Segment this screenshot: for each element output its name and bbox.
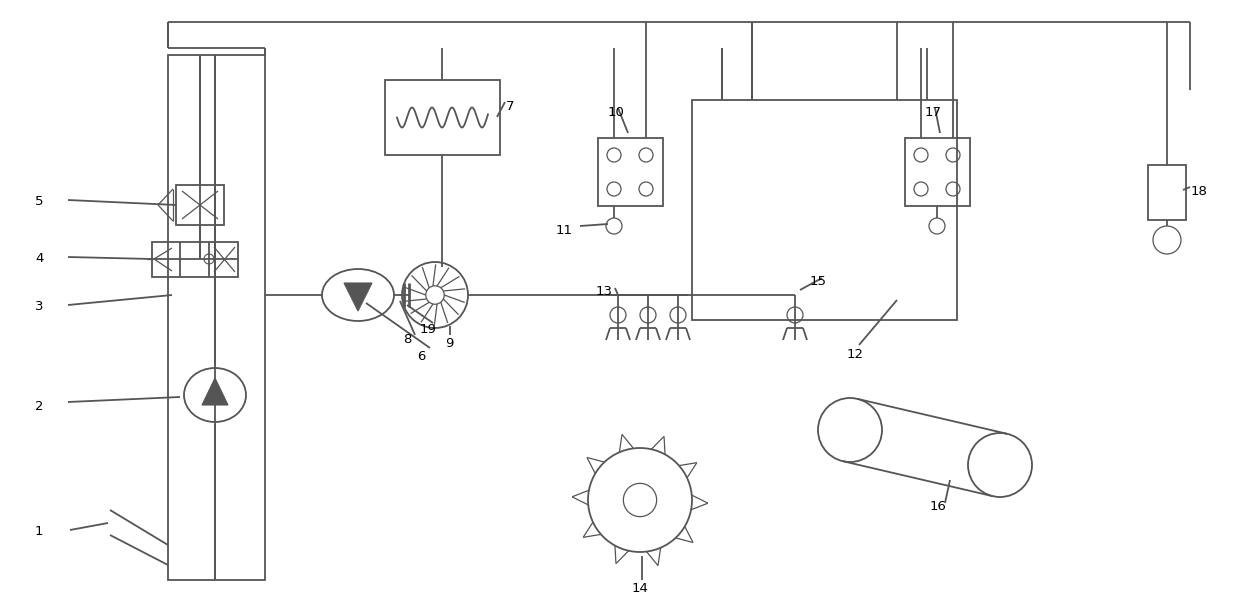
Text: 18: 18 xyxy=(1190,185,1208,198)
Bar xyxy=(167,55,265,580)
Bar xyxy=(1148,165,1185,220)
Text: 4: 4 xyxy=(35,252,43,265)
Bar xyxy=(176,185,224,225)
Text: 19: 19 xyxy=(420,323,436,336)
Text: 8: 8 xyxy=(403,333,412,346)
Polygon shape xyxy=(343,283,372,311)
Text: 10: 10 xyxy=(608,106,625,119)
Text: 17: 17 xyxy=(925,106,942,119)
Text: 11: 11 xyxy=(556,224,573,237)
Bar xyxy=(692,100,957,320)
Bar xyxy=(153,242,238,277)
Text: 15: 15 xyxy=(810,275,827,288)
Bar xyxy=(384,80,500,155)
Text: 16: 16 xyxy=(930,500,947,513)
Polygon shape xyxy=(202,378,228,405)
Text: 12: 12 xyxy=(847,348,864,361)
Text: 6: 6 xyxy=(417,350,425,363)
Text: 7: 7 xyxy=(506,100,515,113)
Text: 5: 5 xyxy=(35,195,43,208)
Text: 9: 9 xyxy=(445,337,454,350)
Bar xyxy=(598,138,663,206)
Text: 1: 1 xyxy=(35,525,43,538)
Text: 13: 13 xyxy=(596,285,613,298)
Text: 14: 14 xyxy=(632,582,649,595)
Bar xyxy=(905,138,970,206)
Text: 2: 2 xyxy=(35,400,43,413)
Text: 3: 3 xyxy=(35,300,43,313)
